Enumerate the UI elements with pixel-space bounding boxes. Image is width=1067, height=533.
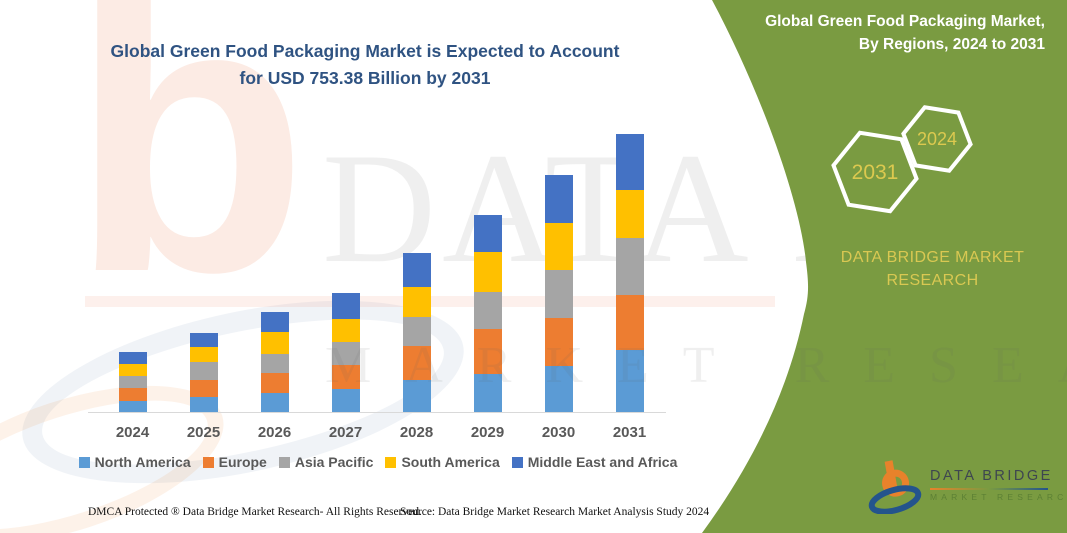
bar-segment-2029-south-america (473, 251, 502, 293)
bar-segment-2028-south-america (402, 286, 431, 318)
x-axis-label-2024: 2024 (115, 424, 150, 441)
x-axis-label-2028: 2028 (399, 424, 434, 441)
legend-item-north-america: North America (78, 454, 191, 470)
panel-title-line2: By Regions, 2024 to 2031 (858, 36, 1045, 53)
bar-segment-2026-north-america (260, 393, 289, 412)
bar-segment-2028-middle-east-and-africa (402, 253, 431, 287)
bar-segment-2027-south-america (331, 319, 360, 343)
legend-swatch-icon (385, 456, 397, 468)
legend-label: Asia Pacific (294, 454, 374, 470)
bar-segment-2031-north-america (615, 350, 644, 412)
legend-swatch-icon (511, 456, 523, 468)
panel-brand-line2: RESEARCH (886, 272, 979, 289)
x-axis-label-2029: 2029 (470, 424, 505, 441)
footer-source-text: Source: Data Bridge Market Research Mark… (400, 506, 710, 518)
bar-segment-2025-asia-pacific (189, 361, 218, 381)
bar-segment-2025-north-america (189, 396, 218, 412)
x-axis-label-2030: 2030 (541, 424, 576, 441)
bar-segment-2025-south-america (189, 347, 218, 362)
bar-segment-2027-asia-pacific (331, 342, 360, 365)
stacked-bar-2027 (331, 293, 360, 412)
x-axis-line (88, 412, 666, 413)
hexagon-year-2024: 2024 (916, 129, 958, 149)
bar-segment-2024-europe (118, 388, 147, 402)
bar-segment-2031-europe (615, 294, 644, 351)
bar-segment-2024-asia-pacific (118, 375, 147, 389)
bar-segment-2030-middle-east-and-africa (544, 175, 573, 224)
data-bridge-logo: DATA BRIDGE MARKET RESEARCH (868, 458, 1067, 516)
x-axis-label-2031: 2031 (612, 424, 647, 441)
stacked-bar-2028 (402, 253, 431, 412)
legend-swatch-icon (78, 456, 90, 468)
panel-title-line1: Global Green Food Packaging Market, (765, 13, 1045, 30)
stacked-bar-2026 (260, 312, 289, 412)
stacked-bar-2025 (189, 333, 218, 412)
bar-segment-2024-north-america (118, 401, 147, 412)
legend-label: North America (94, 454, 191, 470)
watermark-logo-b-icon: b (70, 0, 309, 353)
bar-segment-2026-europe (260, 373, 289, 394)
bar-segment-2028-asia-pacific (402, 317, 431, 347)
bar-segment-2029-asia-pacific (473, 292, 502, 329)
logo-subtext: MARKET RESEARCH (930, 492, 1067, 502)
data-bridge-logo-icon (868, 460, 922, 514)
stacked-bar-2030 (544, 175, 573, 412)
footer-dmca-text: DMCA Protected ® Data Bridge Market Rese… (88, 506, 422, 518)
bar-segment-2030-europe (544, 318, 573, 366)
bar-segment-2026-asia-pacific (260, 354, 289, 374)
legend-item-south-america: South America (385, 454, 500, 470)
legend-item-europe: Europe (202, 454, 267, 470)
bar-segment-2025-middle-east-and-africa (189, 333, 218, 348)
bar-segment-2031-asia-pacific (615, 238, 644, 295)
green-panel-shape (702, 0, 1067, 533)
bar-segment-2029-europe (473, 328, 502, 374)
bar-segment-2029-north-america (473, 373, 502, 412)
bar-segment-2028-europe (402, 346, 431, 381)
legend-swatch-icon (202, 456, 214, 468)
chart-title-line2: for USD 753.38 Billion by 2031 (239, 68, 491, 88)
panel-title: Global Green Food Packaging Market, By R… (705, 10, 1045, 56)
hexagon-outlines-icon (831, 105, 973, 214)
legend-label: South America (401, 454, 500, 470)
hexagon-year-2031: 2031 (851, 161, 899, 184)
legend-item-asia-pacific: Asia Pacific (278, 454, 374, 470)
legend-label: Europe (218, 454, 267, 470)
chart-legend: North America Europe Asia Pacific South Ame… (78, 454, 677, 470)
x-axis-labels: 2024 2025 2026 2027 2028 2029 2030 2031 (0, 424, 730, 444)
chart-title: Global Green Food Packaging Market is Ex… (35, 38, 695, 92)
x-axis-label-2025: 2025 (186, 424, 221, 441)
panel-brand-text: DATA BRIDGE MARKET RESEARCH (805, 246, 1060, 292)
bar-segment-2027-middle-east-and-africa (331, 293, 360, 320)
stacked-bar-2031 (615, 134, 644, 412)
x-axis-label-2026: 2026 (257, 424, 292, 441)
bar-segment-2026-south-america (260, 332, 289, 355)
bar-segment-2024-middle-east-and-africa (118, 351, 147, 365)
stacked-bar-2024 (118, 351, 147, 412)
x-axis-label-2027: 2027 (328, 424, 363, 441)
bar-segment-2025-europe (189, 380, 218, 397)
bar-segment-2029-middle-east-and-africa (473, 214, 502, 252)
panel-brand-line1: DATA BRIDGE MARKET (840, 249, 1025, 266)
bar-segment-2026-middle-east-and-africa (260, 312, 289, 333)
legend-item-middle-east-and-africa: Middle East and Africa (511, 454, 678, 470)
logo-divider (930, 488, 1048, 490)
stacked-bar-2029 (473, 214, 502, 412)
bar-segment-2027-north-america (331, 388, 360, 412)
chart-title-line1: Global Green Food Packaging Market is Ex… (110, 41, 620, 61)
bar-segment-2024-south-america (118, 364, 147, 376)
bar-segment-2028-north-america (402, 380, 431, 412)
bar-segment-2030-north-america (544, 365, 573, 412)
stacked-bar-plot (0, 100, 730, 413)
legend-label: Middle East and Africa (527, 454, 678, 470)
bar-segment-2030-asia-pacific (544, 269, 573, 319)
watermark-market-research-text: MARKET RESEARCH (325, 337, 1067, 394)
bar-segment-2030-south-america (544, 223, 573, 270)
legend-swatch-icon (278, 456, 290, 468)
bar-segment-2027-europe (331, 364, 360, 389)
bar-segment-2031-middle-east-and-africa (615, 134, 644, 190)
logo-name-text: DATA BRIDGE (930, 468, 1053, 484)
bar-segment-2031-south-america (615, 189, 644, 239)
